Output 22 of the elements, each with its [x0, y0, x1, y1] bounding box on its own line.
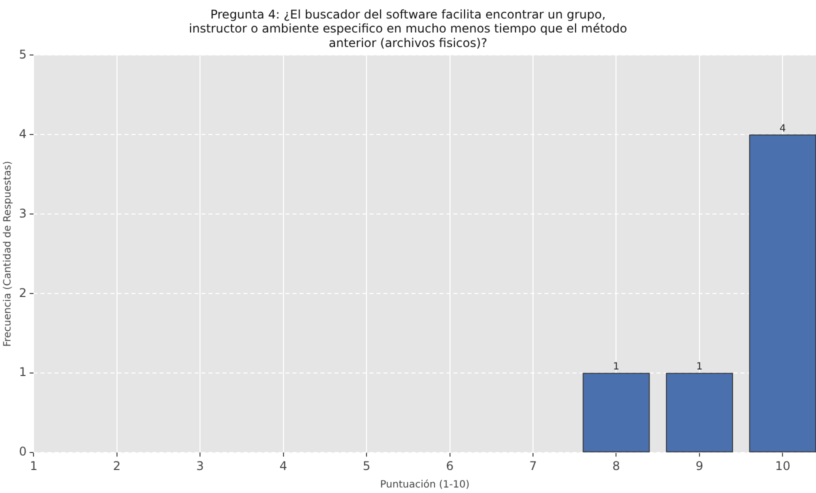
x-axis-title: Puntuación (1-10) — [380, 480, 470, 491]
x-tick-label: 7 — [529, 458, 537, 473]
x-tick-label: 1 — [30, 458, 38, 473]
x-tick-label: 9 — [696, 458, 704, 473]
x-tick-label: 10 — [775, 458, 790, 473]
y-tick-label: 2 — [18, 286, 27, 300]
x-tick-label: 4 — [280, 458, 288, 473]
data-label: 1 — [696, 362, 703, 373]
y-tick-label: 4 — [18, 126, 27, 141]
y-tick-label: 5 — [18, 47, 27, 62]
chart-title: Pregunta 4: ¿El buscador del software facilita encontrar un grupo, instructor o ambiente especifico en mucho menos tiempo que el método anterior (archivos fisicos)? — [188, 7, 628, 50]
data-label: 1 — [613, 362, 620, 373]
x-tick-label: 5 — [362, 458, 370, 473]
y-tick-label: 1 — [18, 365, 27, 380]
data-label: 4 — [780, 123, 786, 134]
y-tick-label: 3 — [18, 206, 27, 220]
x-tick-label: 2 — [113, 458, 121, 473]
x-tick-label: 6 — [446, 458, 454, 473]
y-tick-label: 0 — [18, 444, 27, 459]
x-tick-label: 8 — [612, 458, 620, 473]
y-axis-title: Frecuencia (Cantidad de Respuestas) — [2, 160, 14, 347]
x-tick-label: 3 — [196, 458, 204, 473]
